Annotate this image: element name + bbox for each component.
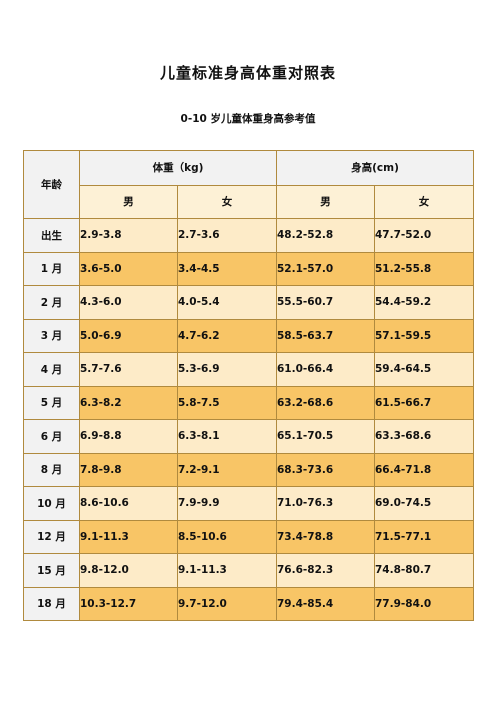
age-cell: 1 月 — [23, 251, 80, 286]
table-row: 1 月 3.6-5.0 3.4-4.5 52.1-57.0 51.2-55.8 — [23, 251, 475, 286]
weight-male-cell: 3.6-5.0 — [79, 251, 178, 286]
height-female-cell: 54.4-59.2 — [373, 285, 475, 320]
weight-female-cell: 5.8-7.5 — [177, 385, 277, 420]
height-female-cell: 71.5-77.1 — [373, 519, 475, 554]
table-row: 4 月 5.7-7.6 5.3-6.9 61.0-66.4 59.4-64.5 — [23, 352, 475, 387]
weight-male-header: 男 — [79, 184, 178, 219]
table-row: 15 月 9.8-12.0 9.1-11.3 76.6-82.3 74.8-80.7 — [23, 553, 475, 588]
age-cell: 12 月 — [23, 519, 80, 554]
height-female-cell: 66.4-71.8 — [373, 452, 475, 487]
weight-female-cell: 8.5-10.6 — [177, 519, 277, 554]
table-row: 18 月 10.3-12.7 9.7-12.0 79.4-85.4 77.9-84.0 — [23, 586, 475, 621]
height-male-cell: 79.4-85.4 — [276, 586, 375, 621]
table-body: 出生 2.9-3.8 2.7-3.6 48.2-52.8 47.7-52.0 1 月 3.6… — [23, 218, 475, 621]
age-cell: 4 月 — [23, 352, 80, 387]
height-female-cell: 59.4-64.5 — [373, 352, 475, 387]
weight-male-cell: 9.8-12.0 — [79, 553, 178, 588]
height-male-cell: 65.1-70.5 — [276, 419, 375, 454]
weight-female-cell: 9.1-11.3 — [177, 553, 277, 588]
height-female-cell: 77.9-84.0 — [373, 586, 475, 621]
weight-male-cell: 8.6-10.6 — [79, 486, 178, 521]
height-male-cell: 71.0-76.3 — [276, 486, 375, 521]
weight-female-cell: 5.3-6.9 — [177, 352, 277, 387]
age-cell: 2 月 — [23, 285, 80, 320]
height-female-cell: 63.3-68.6 — [373, 419, 475, 454]
weight-female-cell: 4.0-5.4 — [177, 285, 277, 320]
weight-female-cell: 7.9-9.9 — [177, 486, 277, 521]
height-female-cell: 57.1-59.5 — [373, 318, 475, 353]
table-row: 12 月 9.1-11.3 8.5-10.6 73.4-78.8 71.5-77.1 — [23, 519, 475, 554]
age-column-header: 年龄 — [23, 150, 80, 219]
height-male-cell: 55.5-60.7 — [276, 285, 375, 320]
weight-female-cell: 7.2-9.1 — [177, 452, 277, 487]
weight-male-cell: 10.3-12.7 — [79, 586, 178, 621]
weight-female-cell: 4.7-6.2 — [177, 318, 277, 353]
weight-female-header: 女 — [177, 184, 277, 219]
height-male-cell: 58.5-63.7 — [276, 318, 375, 353]
height-male-cell: 61.0-66.4 — [276, 352, 375, 387]
weight-male-cell: 6.3-8.2 — [79, 385, 178, 420]
table-row: 出生 2.9-3.8 2.7-3.6 48.2-52.8 47.7-52.0 — [23, 218, 475, 253]
age-cell: 15 月 — [23, 553, 80, 588]
height-male-cell: 48.2-52.8 — [276, 218, 375, 253]
table-row: 10 月 8.6-10.6 7.9-9.9 71.0-76.3 69.0-74.5 — [23, 486, 475, 521]
weight-male-cell: 9.1-11.3 — [79, 519, 178, 554]
weight-male-cell: 5.7-7.6 — [79, 352, 178, 387]
age-cell: 10 月 — [23, 486, 80, 521]
height-male-cell: 73.4-78.8 — [276, 519, 375, 554]
weight-female-cell: 9.7-12.0 — [177, 586, 277, 621]
table-row: 3 月 5.0-6.9 4.7-6.2 58.5-63.7 57.1-59.5 — [23, 318, 475, 353]
weight-female-cell: 6.3-8.1 — [177, 419, 277, 454]
table-row: 6 月 6.9-8.8 6.3-8.1 65.1-70.5 63.3-68.6 — [23, 419, 475, 454]
table-subtitle: 0-10 岁儿童体重身高参考值 — [180, 113, 316, 125]
weight-female-cell: 2.7-3.6 — [177, 218, 277, 253]
height-female-cell: 47.7-52.0 — [373, 218, 475, 253]
age-cell: 3 月 — [23, 318, 80, 353]
height-female-cell: 74.8-80.7 — [373, 553, 475, 588]
table-row: 2 月 4.3-6.0 4.0-5.4 55.5-60.7 54.4-59.2 — [23, 285, 475, 320]
height-group-header: 身高(cm) — [275, 150, 475, 186]
table-row: 8 月 7.8-9.8 7.2-9.1 68.3-73.6 66.4-71.8 — [23, 452, 475, 487]
age-cell: 5 月 — [23, 385, 80, 420]
weight-male-cell: 6.9-8.8 — [79, 419, 178, 454]
height-male-header: 男 — [276, 184, 375, 219]
weight-male-cell: 2.9-3.8 — [79, 218, 178, 253]
page-title: 儿童标准身高体重对照表 — [159, 64, 336, 82]
height-male-cell: 68.3-73.6 — [276, 452, 375, 487]
height-female-cell: 69.0-74.5 — [373, 486, 475, 521]
height-female-header: 女 — [373, 184, 475, 219]
height-female-cell: 61.5-66.7 — [373, 385, 475, 420]
age-cell: 出生 — [23, 218, 80, 253]
height-male-cell: 63.2-68.6 — [276, 385, 375, 420]
weight-female-cell: 3.4-4.5 — [177, 251, 277, 286]
height-male-cell: 52.1-57.0 — [276, 251, 375, 286]
height-weight-table: 年龄 体重（kg) 身高(cm) 男 女 男 女 出生 2.9-3.8 2.7-3.… — [23, 150, 475, 621]
table-row: 5 月 6.3-8.2 5.8-7.5 63.2-68.6 61.5-66.7 — [23, 385, 475, 420]
weight-male-cell: 7.8-9.8 — [79, 452, 178, 487]
age-cell: 8 月 — [23, 452, 80, 487]
age-cell: 6 月 — [23, 419, 80, 454]
weight-male-cell: 5.0-6.9 — [79, 318, 178, 353]
weight-male-cell: 4.3-6.0 — [79, 285, 178, 320]
height-male-cell: 76.6-82.3 — [276, 553, 375, 588]
age-cell: 18 月 — [23, 586, 80, 621]
weight-group-header: 体重（kg) — [79, 150, 277, 186]
height-female-cell: 51.2-55.8 — [373, 251, 475, 286]
